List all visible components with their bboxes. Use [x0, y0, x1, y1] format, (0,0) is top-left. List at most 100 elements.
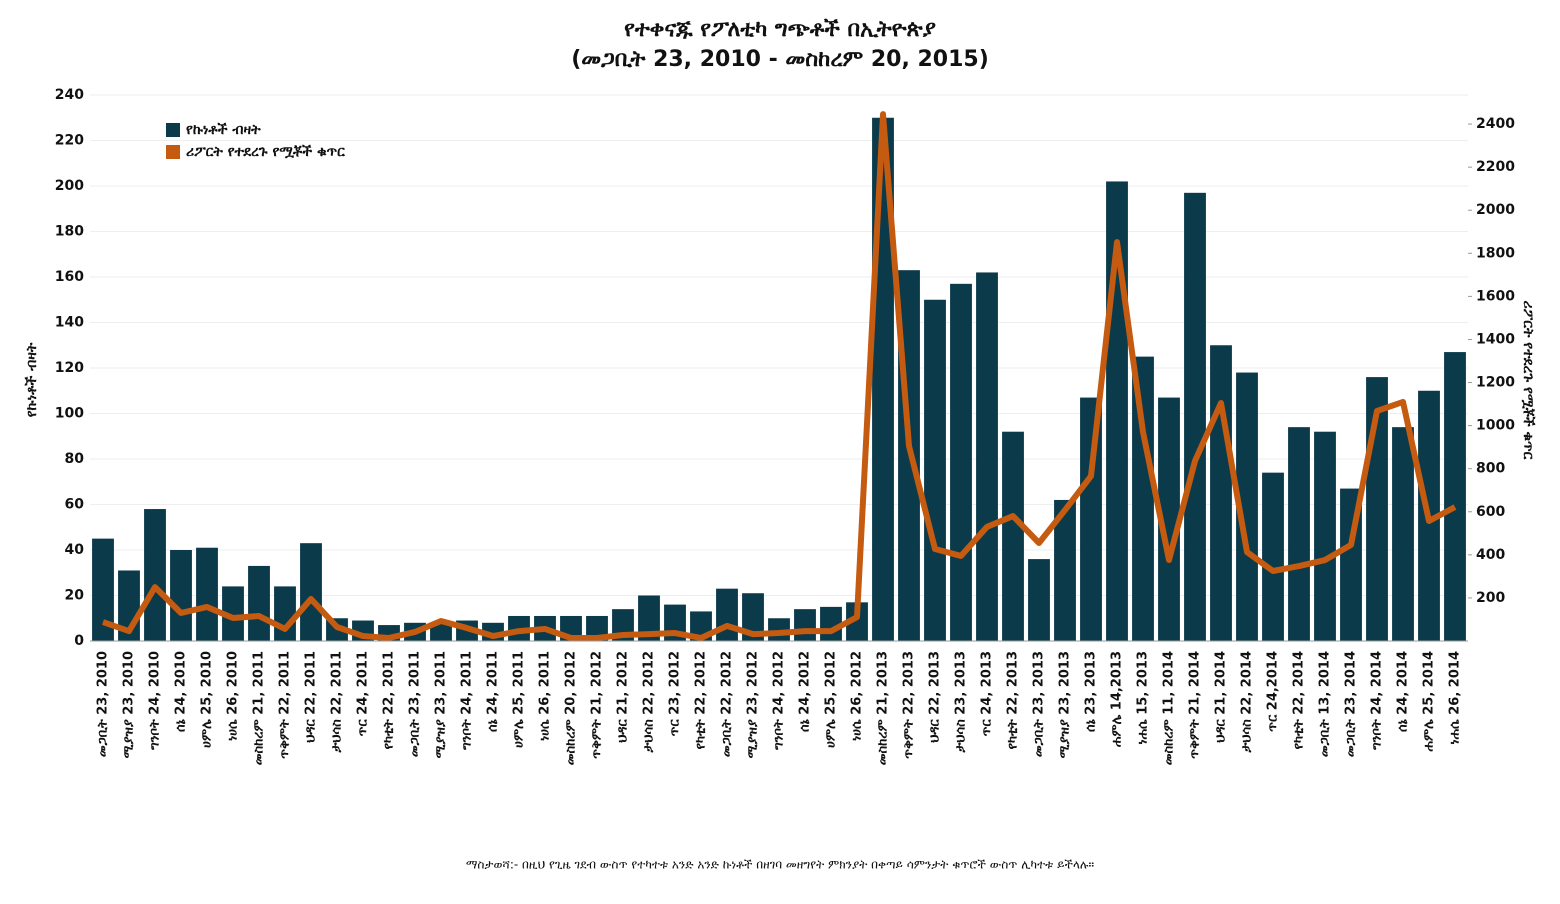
chart-subtitle: (መጋቢት 23, 2010 - መስከረም 20, 2015)	[571, 47, 989, 72]
line	[102, 111, 1457, 641]
footnote: ማስታወሻ:- በዚህ የጊዜ ገደብ ውስጥ የተካተቱ አንድ አንድ ኩነ…	[466, 858, 1094, 872]
x-tick-label: መጋቢት 23, 2013	[1032, 651, 1047, 757]
bar	[248, 565, 270, 641]
x-tick-label: መጋቢት 23, 2014	[1344, 651, 1359, 757]
x-tick-label: ሚያዝያ 23, 2012	[746, 651, 761, 758]
y2-tick-label: 1200	[1476, 375, 1515, 391]
y-tick-label: 20	[65, 588, 85, 604]
x-tick-label: ሰኔ 24, 2012	[798, 651, 813, 732]
y-tick-label: 240	[55, 87, 84, 103]
x-tick-label: ሰኔ 24, 2014	[1396, 651, 1411, 732]
x-tick-label: ህዳር 22, 2013	[928, 651, 943, 743]
x-tick-label: ነሀሴ 26, 2010	[226, 651, 241, 741]
x-tick-label: መስከረም 11, 2014	[1162, 651, 1177, 765]
y2-tick-label: 400	[1476, 547, 1505, 563]
x-tick-label: ህዳር 22, 2011	[304, 651, 319, 743]
y2-tick-label: 1000	[1476, 418, 1515, 434]
bar	[300, 543, 322, 641]
x-tick-label: ህዳር 21, 2014	[1214, 651, 1229, 743]
y2-tick-label: 2000	[1476, 202, 1515, 218]
x-tick-label: ነሀሴ 26, 2011	[538, 651, 553, 741]
x-tick-label: የካቲት 22, 2011	[382, 651, 397, 749]
x-tick-label: ሀምሌ 25, 2011	[512, 651, 527, 748]
bar	[1288, 427, 1310, 641]
bar	[1236, 372, 1258, 641]
legend-label: ሪፖርት የተደረጉ የሟቾች ቁጥር	[186, 144, 345, 160]
bar	[1002, 431, 1024, 641]
bar	[1028, 559, 1050, 641]
x-tick-label: የካቲት 22, 2012	[694, 651, 709, 749]
bar	[430, 622, 452, 641]
x-tick-label: ሰኔ 24, 2011	[486, 651, 501, 732]
bar	[1080, 397, 1102, 641]
legend-swatch	[166, 145, 180, 159]
bar	[742, 593, 764, 641]
y2-tick-label: 2400	[1476, 116, 1515, 132]
bar	[170, 550, 192, 641]
x-tick-label: ጥር 24,2014	[1266, 651, 1281, 732]
x-tick-label: ግንቦት 24, 2014	[1370, 651, 1385, 750]
x-tick-label: ጥር 24, 2011	[356, 651, 371, 736]
x-tick-label: ጥቅምት 21, 2012	[590, 651, 605, 759]
bar	[1392, 427, 1414, 641]
bar	[1054, 499, 1076, 641]
x-tick-label: መስከረም 21, 2013	[876, 651, 891, 765]
y-tick-label: 80	[65, 451, 85, 467]
x-tick-label: ግንቦት 24, 2011	[460, 651, 475, 750]
bar	[976, 272, 998, 641]
x-tick-label: ሀምሌ 25, 2012	[824, 651, 839, 748]
bar	[196, 547, 218, 641]
x-tick-label: ጥቅምት 21, 2014	[1188, 651, 1203, 759]
x-tick-label: ታህሳስ 22, 2014	[1240, 651, 1255, 753]
bar	[638, 595, 660, 641]
y-tick-label: 0	[74, 633, 84, 649]
x-tick-label: መጋቢት 23, 2010	[96, 651, 111, 757]
y-tick-label: 40	[65, 542, 85, 558]
y2-tick-label: 1400	[1476, 331, 1515, 347]
bar	[1184, 192, 1206, 641]
x-tick-label: መስከረም 21, 2011	[252, 651, 267, 765]
y-tick-label: 100	[55, 406, 84, 422]
bar	[144, 509, 166, 641]
bar	[1158, 397, 1180, 641]
x-tick-label: ሰኔ 24, 2010	[174, 651, 189, 732]
y2-axis-label: ሪፖርት የተደረጉ የሟቾች ቁጥር	[1520, 301, 1536, 460]
x-tick-label: ሚያዝያ 23, 2013	[1058, 651, 1073, 758]
x-tick-label: ግንቦት 24, 2012	[772, 651, 787, 750]
x-tick-label: ነሀሴ 26, 2012	[850, 651, 865, 741]
y-tick-label: 120	[55, 360, 84, 376]
bar	[716, 588, 738, 641]
bar	[950, 283, 972, 641]
x-tick-label: ጥር 23, 2012	[668, 651, 683, 736]
bar	[1132, 356, 1154, 641]
x-tick-label: መጋቢት 13, 2014	[1318, 651, 1333, 757]
x-tick-label: ነሐሴ 15, 2013	[1136, 651, 1151, 745]
x-tick-label: የካቲት 22, 2014	[1292, 651, 1307, 749]
x-tick-label: ጥቅምት 22, 2013	[902, 651, 917, 759]
y-tick-label: 160	[55, 269, 84, 285]
x-tick-label: ህዳር 21, 2012	[616, 651, 631, 743]
chart-title: የተቀናጁ የፖለቲካ ግጭቶች በኢትዮጵያ	[624, 17, 936, 42]
y2-tick-label: 2200	[1476, 159, 1515, 175]
bar	[924, 299, 946, 641]
y2-tick-label: 1800	[1476, 245, 1515, 261]
x-tick-label: ታህሳስ 23, 2013	[954, 651, 969, 753]
x-tick-label: ሰኔ 23, 2013	[1084, 651, 1099, 732]
legend-label: የኩነቶች ብዛት	[186, 122, 261, 138]
bar	[1314, 431, 1336, 641]
bar	[794, 609, 816, 641]
y-tick-label: 60	[65, 497, 85, 513]
x-tick-label: ሐምሌ 25, 2014	[1422, 651, 1437, 752]
bar	[222, 586, 244, 641]
y-tick-label: 180	[55, 224, 84, 240]
bar	[1262, 472, 1284, 641]
bar	[92, 538, 114, 641]
x-tick-label: ነሐሴ 26, 2014	[1448, 651, 1463, 745]
y2-tick-label: 600	[1476, 504, 1505, 520]
x-tick-label: ታህሳስ 22, 2012	[642, 651, 657, 753]
x-tick-label: ጥቅምት 22, 2011	[278, 651, 293, 759]
x-tick-label: ሀምሌ 25, 2010	[200, 651, 215, 748]
y2-tick-label: 800	[1476, 461, 1505, 477]
x-tick-label: ሐምሌ 14,2013	[1110, 651, 1125, 747]
